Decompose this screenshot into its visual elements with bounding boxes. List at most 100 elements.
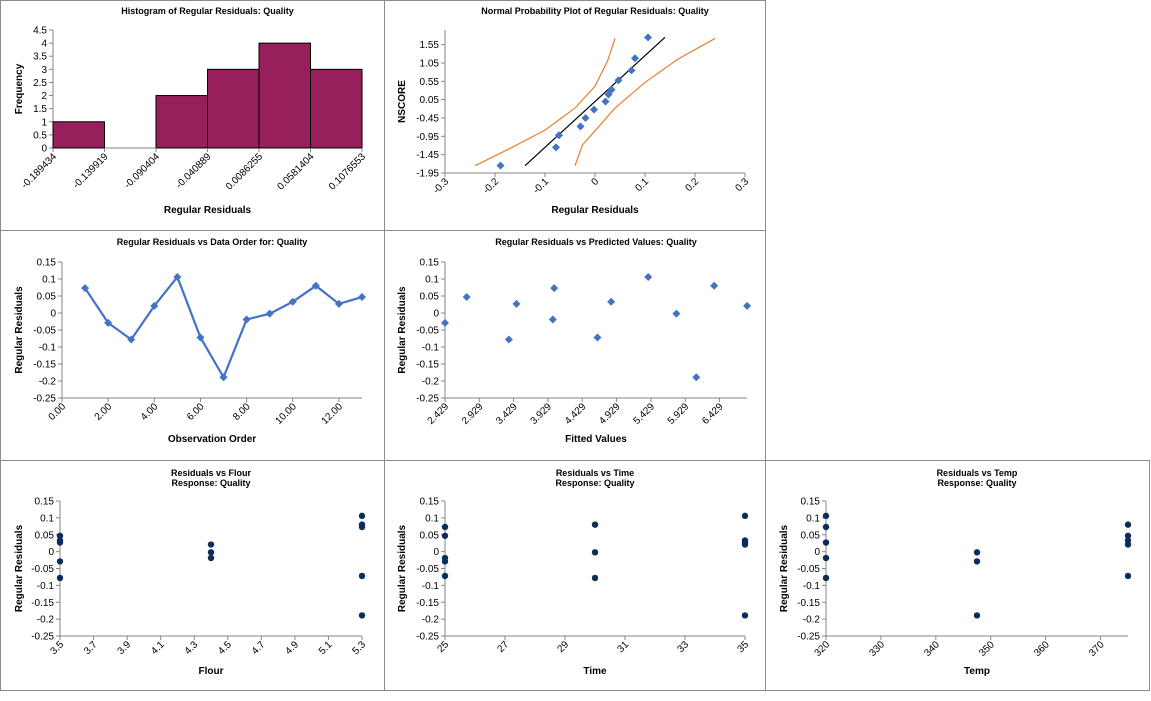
data-point [741, 512, 749, 520]
x-tick-label: 370 [1087, 639, 1107, 659]
y-tick-label: -0.05 [31, 564, 54, 575]
x-axis-label: Regular Residuals [551, 205, 639, 216]
data-point [441, 558, 449, 565]
data-point [462, 293, 471, 302]
data-point [441, 318, 449, 327]
y-tick-label: 1.5 [33, 104, 47, 115]
x-tick-label: 5.929 [666, 401, 692, 427]
chart-hist: Histogram of Regular Residuals: Quality R… [14, 6, 368, 216]
x-axis-label: Regular Residuals [164, 205, 252, 216]
data-point [441, 532, 449, 539]
y-tick-label: -0.2 [422, 615, 440, 626]
y-tick-label: 0 [433, 309, 439, 320]
x-tick-label: 2.00 [93, 401, 115, 423]
data-point [614, 76, 623, 85]
x-tick-label: 0.1 [634, 176, 652, 194]
data-point [358, 572, 366, 580]
data-point [607, 85, 616, 94]
panel-temp [765, 460, 1150, 691]
x-tick-label: 0.0581404 [275, 151, 317, 193]
data-point [207, 541, 215, 548]
histogram-bar [207, 68, 260, 149]
x-tick-label: 3.7 [82, 639, 100, 657]
x-tick-label: 8.00 [231, 401, 253, 423]
data-point [1124, 572, 1132, 580]
y-tick-label: 0.05 [420, 95, 440, 106]
y-tick-label: -0.25 [797, 632, 820, 643]
data-point [822, 554, 830, 562]
x-tick-label: -0.1 [531, 176, 551, 196]
y-tick-label: 0 [50, 309, 56, 320]
x-tick-label: -0.090404 [122, 151, 162, 191]
data-point [692, 373, 701, 382]
y-tick-label: 0.1 [425, 275, 439, 286]
x-tick-label: -0.189434 [19, 151, 59, 191]
x-tick-label: 6.00 [185, 401, 207, 423]
y-tick-label: 1.05 [420, 59, 440, 70]
y-axis-label: Regular Residuals [779, 524, 790, 612]
histogram-bar [52, 121, 105, 149]
data-point [607, 297, 616, 306]
x-tick-label: 5.429 [632, 401, 658, 427]
y-axis-label: Regular Residuals [14, 286, 25, 374]
x-tick-label: 4.5 [216, 639, 234, 657]
x-tick-label: 2.929 [460, 401, 486, 427]
data-point [644, 33, 652, 42]
x-tick-label: 0.0086255 [224, 151, 266, 193]
data-point [576, 122, 585, 131]
x-tick-label: 4.00 [139, 401, 161, 423]
y-tick-label: 3 [41, 65, 47, 76]
chart-title: Response: Quality [171, 478, 250, 488]
x-tick-label: 330 [867, 639, 887, 659]
data-point [591, 574, 599, 582]
x-tick-label: -0.040889 [174, 151, 214, 191]
x-tick-label: 3.929 [529, 401, 555, 427]
y-tick-label: -0.15 [33, 360, 56, 371]
x-tick-label: -0.139919 [71, 151, 111, 191]
x-tick-label: 4.9 [283, 639, 301, 657]
data-point [822, 523, 830, 531]
data-point [207, 554, 215, 562]
y-tick-label: 0.05 [37, 292, 57, 303]
data-point [710, 281, 719, 290]
x-tick-label: 10.00 [273, 401, 299, 427]
data-point [555, 131, 563, 140]
data-point [242, 315, 251, 324]
y-tick-label: 1 [41, 117, 47, 128]
data-point [1124, 541, 1132, 548]
data-point [743, 301, 752, 310]
x-tick-label: 29 [555, 639, 571, 655]
y-tick-label: -1.45 [416, 150, 439, 161]
x-tick-label: 0.2 [684, 176, 702, 194]
chart-title: Normal Probability Plot of Regular Resid… [481, 6, 709, 16]
x-axis-label: Temp [964, 666, 990, 677]
data-point [1124, 532, 1132, 539]
chart-pred: Regular Residuals vs Predicted Values: Q… [397, 237, 752, 445]
data-point [173, 272, 182, 281]
data-point [593, 333, 602, 342]
y-tick-label: -0.15 [416, 360, 439, 371]
y-tick-label: -0.05 [416, 326, 439, 337]
y-tick-label: 0.55 [420, 77, 440, 88]
x-tick-label: 4.1 [149, 639, 167, 657]
y-tick-label: 0.05 [35, 530, 55, 541]
y-tick-label: 0 [48, 547, 54, 558]
y-tick-label: -0.2 [37, 615, 55, 626]
y-tick-label: -0.05 [797, 564, 820, 575]
y-tick-label: -0.15 [797, 598, 820, 609]
y-tick-label: -0.1 [803, 581, 821, 592]
histogram-bar [258, 42, 311, 149]
chart-order: Regular Residuals vs Data Order for: Qua… [14, 237, 366, 445]
y-axis-label: Regular Residuals [397, 286, 408, 374]
data-point [591, 521, 599, 528]
y-tick-label: 0.1 [40, 513, 54, 524]
data-point [590, 105, 598, 114]
y-tick-label: -0.25 [416, 632, 439, 643]
data-point [822, 512, 830, 520]
data-point [150, 301, 159, 310]
y-tick-label: 4.5 [33, 26, 47, 37]
data-point [741, 612, 749, 619]
